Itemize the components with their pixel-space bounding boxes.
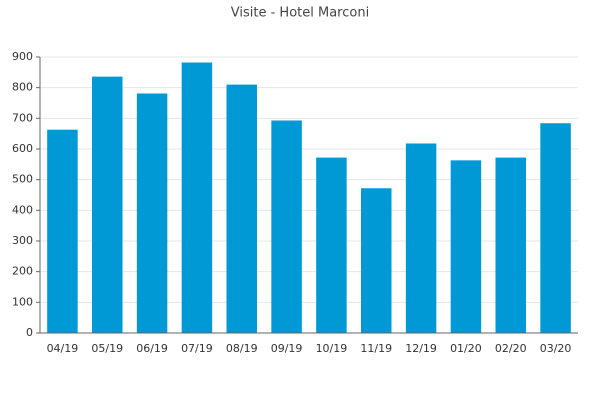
x-tick-label: 01/20 [450,342,482,355]
y-tick-label: 800 [12,81,33,94]
x-tick-label: 02/20 [495,342,527,355]
bar [450,160,482,333]
x-tick-label: 03/20 [540,342,572,355]
y-tick-label: 900 [12,50,33,63]
y-tick-label: 500 [12,173,33,186]
bar [136,93,168,333]
bar [540,123,571,334]
x-tick-label: 07/19 [181,342,213,355]
bar [92,76,123,334]
x-tick-label: 10/19 [316,342,348,355]
y-tick-label: 0 [26,326,33,339]
bar [226,84,257,333]
bar [47,129,78,333]
x-tick-label: 06/19 [136,342,168,355]
y-tick-label: 200 [12,265,33,278]
y-tick-label: 100 [12,295,33,308]
y-tick-label: 600 [12,142,33,155]
x-tick-label: 04/19 [47,342,79,355]
y-tick-label: 300 [12,234,33,247]
bar [361,188,392,333]
bar [271,120,302,333]
chart-title: Visite - Hotel Marconi [231,6,369,21]
bar [316,157,347,333]
y-tick-label: 700 [12,111,33,124]
x-tick-label: 11/19 [360,342,392,355]
x-tick-label: 09/19 [271,342,303,355]
bar [495,157,526,333]
x-tick-label: 05/19 [91,342,123,355]
y-tick-label: 400 [12,203,33,216]
bar [181,62,213,334]
x-tick-label: 12/19 [405,342,437,355]
bar [405,143,437,333]
x-tick-label: 08/19 [226,342,258,355]
